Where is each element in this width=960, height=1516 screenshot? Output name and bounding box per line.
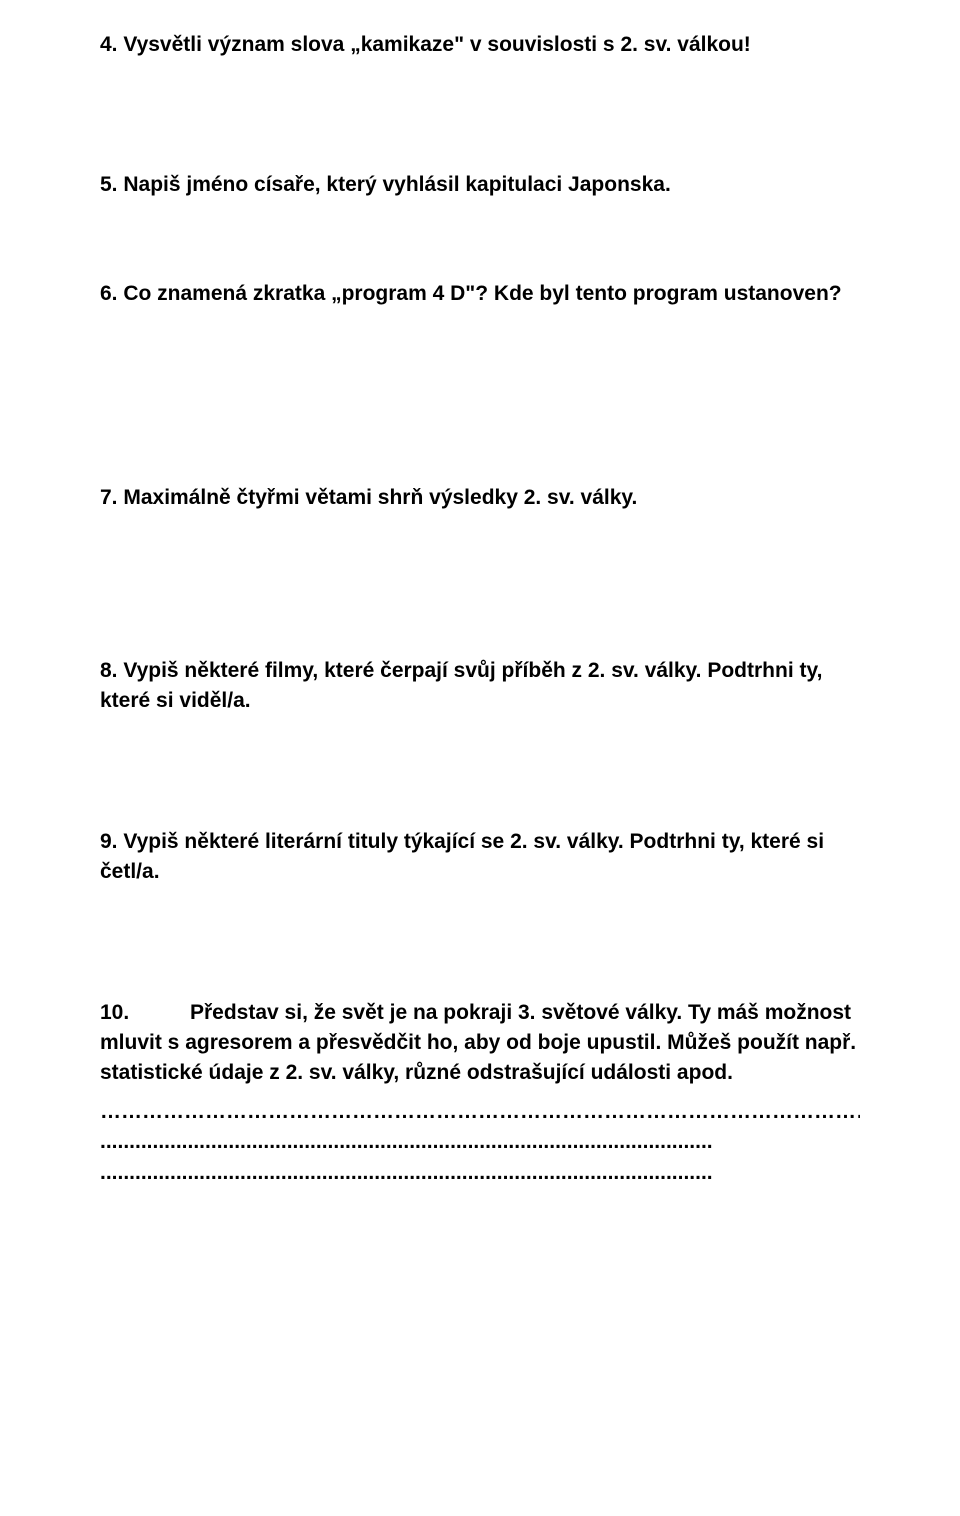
question-6: 6. Co znamená zkratka „program 4 D"? Kde…	[100, 279, 860, 309]
question-8-text: 8. Vypiš některé filmy, které čerpají sv…	[100, 656, 860, 717]
blank-line	[100, 586, 860, 618]
question-4-answer-area	[100, 68, 860, 132]
question-9-text: 9. Vypiš některé literární tituly týkají…	[100, 827, 860, 888]
spacer	[100, 960, 860, 998]
question-10-text: Představ si, že svět je na pokraji 3. sv…	[100, 1001, 856, 1085]
blank-line	[100, 381, 860, 413]
dotted-line: ........................................…	[100, 1127, 860, 1157]
blank-line	[100, 68, 860, 100]
blank-line	[100, 522, 860, 554]
question-10-number: 10.	[100, 998, 190, 1028]
blank-line	[100, 209, 860, 241]
blank-line	[100, 928, 860, 960]
blank-line	[100, 317, 860, 349]
question-6-text: 6. Co znamená zkratka „program 4 D"? Kde…	[100, 279, 860, 309]
question-4-text: 4. Vysvětli význam slova „kamikaze" v so…	[100, 30, 860, 60]
question-7-answer-area	[100, 522, 860, 618]
blank-line	[100, 413, 860, 445]
question-8-answer-area	[100, 725, 860, 789]
spacer	[100, 132, 860, 170]
blank-line	[100, 725, 860, 757]
question-9: 9. Vypiš některé literární tituly týkají…	[100, 827, 860, 888]
dotted-line: ........................................…	[100, 1158, 860, 1188]
question-5-answer-area	[100, 209, 860, 241]
spacer	[100, 618, 860, 656]
blank-line	[100, 554, 860, 586]
blank-line	[100, 757, 860, 789]
spacer	[100, 445, 860, 483]
question-4: 4. Vysvětli význam slova „kamikaze" v so…	[100, 30, 860, 60]
question-10-answer-area: ……………………………………………………………………………………………………………	[100, 1097, 860, 1188]
spacer	[100, 241, 860, 279]
question-5-text: 5. Napiš jméno císaře, který vyhlásil ka…	[100, 170, 860, 200]
question-6-answer-area	[100, 317, 860, 445]
question-9-answer-area	[100, 896, 860, 960]
question-7-text: 7. Maximálně čtyřmi větami shrň výsledky…	[100, 483, 860, 513]
blank-line	[100, 100, 860, 132]
dotted-line: ……………………………………………………………………………………………………………	[100, 1097, 860, 1127]
question-7: 7. Maximálně čtyřmi větami shrň výsledky…	[100, 483, 860, 513]
blank-line	[100, 896, 860, 928]
question-5: 5. Napiš jméno císaře, který vyhlásil ka…	[100, 170, 860, 200]
spacer	[100, 789, 860, 827]
blank-line	[100, 349, 860, 381]
question-8: 8. Vypiš některé filmy, které čerpají sv…	[100, 656, 860, 717]
question-10: 10.Představ si, že svět je na pokraji 3.…	[100, 998, 860, 1089]
